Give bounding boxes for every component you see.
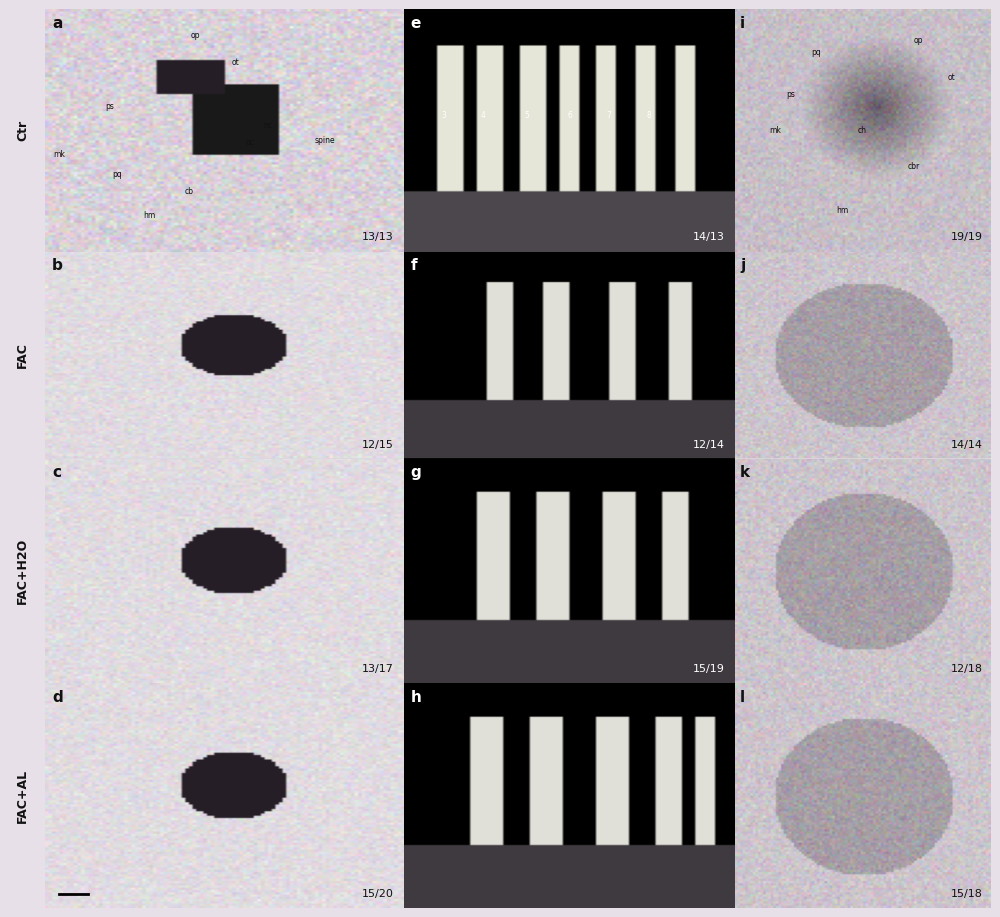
Text: cbr: cbr xyxy=(907,162,920,171)
Text: g: g xyxy=(411,465,421,481)
Text: 15/20: 15/20 xyxy=(361,889,393,899)
Text: hm: hm xyxy=(836,206,848,215)
Text: mk: mk xyxy=(770,126,782,135)
Text: e: e xyxy=(411,17,421,31)
Text: ch: ch xyxy=(858,126,867,135)
Text: 15/18: 15/18 xyxy=(950,889,982,899)
Text: mk: mk xyxy=(53,150,65,160)
Text: 13/13: 13/13 xyxy=(362,232,393,242)
Text: pq: pq xyxy=(812,49,821,58)
Text: 19/19: 19/19 xyxy=(950,232,982,242)
Text: 4: 4 xyxy=(481,111,486,120)
Text: ps: ps xyxy=(787,90,795,99)
Text: FAC: FAC xyxy=(16,342,29,368)
Text: 14/13: 14/13 xyxy=(693,232,725,242)
Text: op: op xyxy=(191,31,201,40)
Text: f: f xyxy=(411,258,417,273)
Text: ps: ps xyxy=(105,102,114,111)
Text: 3: 3 xyxy=(441,111,446,120)
Text: 6: 6 xyxy=(567,111,572,120)
Text: op: op xyxy=(914,36,923,45)
Text: 7: 7 xyxy=(607,111,612,120)
Text: 12/14: 12/14 xyxy=(693,440,725,450)
Text: FAC+H2O: FAC+H2O xyxy=(16,537,29,604)
Text: pq: pq xyxy=(112,170,122,179)
Text: 12/15: 12/15 xyxy=(361,440,393,450)
Text: b: b xyxy=(52,258,63,273)
Text: 5: 5 xyxy=(524,111,529,120)
Text: a: a xyxy=(52,17,63,31)
Text: spine: spine xyxy=(315,136,335,145)
Text: Ctr: Ctr xyxy=(16,120,29,141)
Text: hm: hm xyxy=(143,211,155,220)
Text: ot: ot xyxy=(948,72,956,82)
Text: ot: ot xyxy=(231,58,239,67)
Text: oc: oc xyxy=(245,138,254,147)
Text: h: h xyxy=(411,690,422,705)
Text: k: k xyxy=(740,465,750,481)
Text: c: c xyxy=(52,465,61,481)
Text: l: l xyxy=(740,690,745,705)
Text: FAC+AL: FAC+AL xyxy=(16,768,29,823)
Text: i: i xyxy=(740,17,745,31)
Text: nc: nc xyxy=(263,121,272,130)
Text: 14/14: 14/14 xyxy=(950,440,982,450)
Text: j: j xyxy=(740,258,745,273)
Text: cb: cb xyxy=(184,187,193,195)
Text: d: d xyxy=(52,690,63,705)
Text: 12/18: 12/18 xyxy=(950,664,982,674)
Text: 8: 8 xyxy=(646,111,651,120)
Text: 13/17: 13/17 xyxy=(361,664,393,674)
Text: 15/19: 15/19 xyxy=(693,664,725,674)
